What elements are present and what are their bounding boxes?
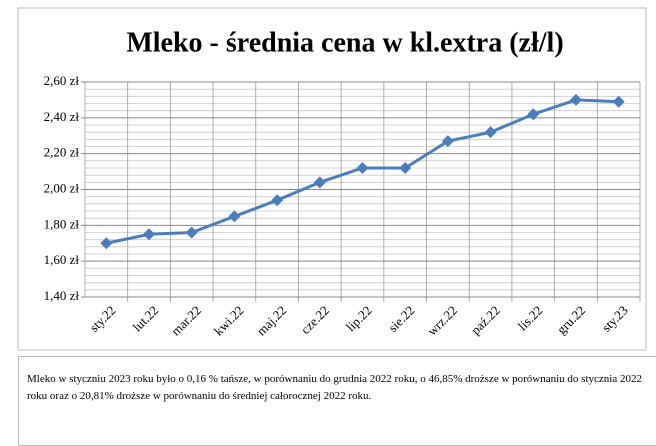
point-marker xyxy=(569,93,582,106)
point-marker xyxy=(271,194,284,207)
y-tick-label: 2,40 zł xyxy=(44,109,80,124)
y-tick-label: 1,40 zł xyxy=(44,288,80,303)
point-marker xyxy=(484,126,497,139)
point-marker xyxy=(441,135,454,148)
point-marker xyxy=(185,226,198,239)
y-tick-label: 1,80 zł xyxy=(44,216,80,231)
chart-title: Mleko - średnia cena w kl.extra (zł/l) xyxy=(126,27,563,58)
y-tick-label: 2,20 zł xyxy=(44,145,80,160)
point-marker xyxy=(612,95,625,108)
point-marker xyxy=(143,228,156,241)
point-marker xyxy=(527,108,540,121)
point-marker xyxy=(228,210,241,223)
note: Mleko w styczniu 2023 roku było o 0,16 %… xyxy=(18,356,656,446)
point-marker xyxy=(399,162,412,174)
point-marker xyxy=(356,162,369,174)
chart: Mleko - średnia cena w kl.extra (zł/l) 1… xyxy=(17,7,647,351)
y-tick-label: 2,60 zł xyxy=(44,73,80,88)
y-tick-label: 2,00 zł xyxy=(44,180,80,195)
y-tick-label: 1,60 zł xyxy=(44,252,80,267)
point-marker xyxy=(100,237,113,250)
point-marker xyxy=(313,176,326,189)
